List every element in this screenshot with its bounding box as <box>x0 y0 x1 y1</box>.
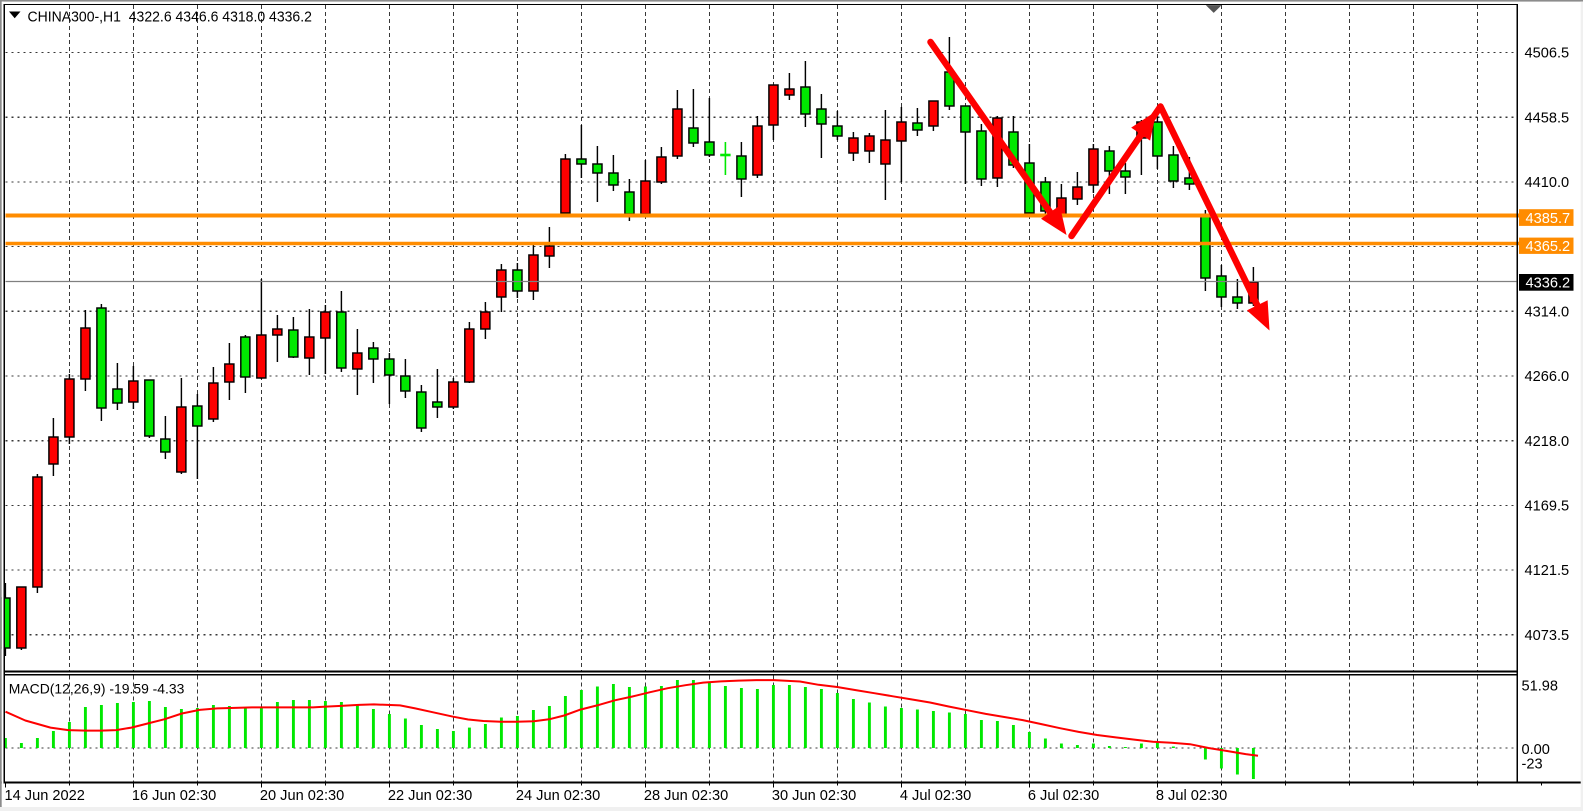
svg-text:4506.5: 4506.5 <box>1525 46 1570 62</box>
svg-text:30 Jun 02:30: 30 Jun 02:30 <box>772 788 856 804</box>
svg-text:24 Jun 02:30: 24 Jun 02:30 <box>516 788 600 804</box>
svg-text:4266.0: 4266.0 <box>1525 369 1570 385</box>
svg-text:4365.2: 4365.2 <box>1526 239 1571 255</box>
svg-text:4314.0: 4314.0 <box>1525 304 1570 320</box>
svg-text:16 Jun 02:30: 16 Jun 02:30 <box>132 788 216 804</box>
svg-text:6 Jul 02:30: 6 Jul 02:30 <box>1028 788 1099 804</box>
svg-text:22 Jun 02:30: 22 Jun 02:30 <box>388 788 472 804</box>
svg-text:4121.5: 4121.5 <box>1525 563 1570 579</box>
svg-text:4169.5: 4169.5 <box>1525 499 1570 515</box>
svg-text:4218.0: 4218.0 <box>1525 434 1570 450</box>
svg-text:8 Jul 02:30: 8 Jul 02:30 <box>1156 788 1227 804</box>
svg-text:MACD(12,26,9) -19.59 -4.33: MACD(12,26,9) -19.59 -4.33 <box>9 681 185 697</box>
svg-text:CHINA300-,H1 4322.6 4346.6 43: CHINA300-,H1 4322.6 4346.6 4318.0 4336.2 <box>28 8 312 25</box>
svg-text:4385.7: 4385.7 <box>1526 211 1571 227</box>
svg-text:4458.5: 4458.5 <box>1525 110 1570 126</box>
svg-text:28 Jun 02:30: 28 Jun 02:30 <box>644 788 728 804</box>
svg-text:4336.2: 4336.2 <box>1526 276 1571 292</box>
svg-text:4 Jul 02:30: 4 Jul 02:30 <box>900 788 971 804</box>
svg-text:14 Jun 2022: 14 Jun 2022 <box>5 788 85 804</box>
svg-text:4073.5: 4073.5 <box>1525 628 1570 644</box>
svg-text:0.00: 0.00 <box>1522 742 1550 758</box>
svg-text:51.98: 51.98 <box>1522 679 1559 695</box>
svg-text:20 Jun 02:30: 20 Jun 02:30 <box>260 788 344 804</box>
svg-text:-23: -23 <box>1522 757 1543 773</box>
svg-text:4410.0: 4410.0 <box>1525 175 1570 191</box>
